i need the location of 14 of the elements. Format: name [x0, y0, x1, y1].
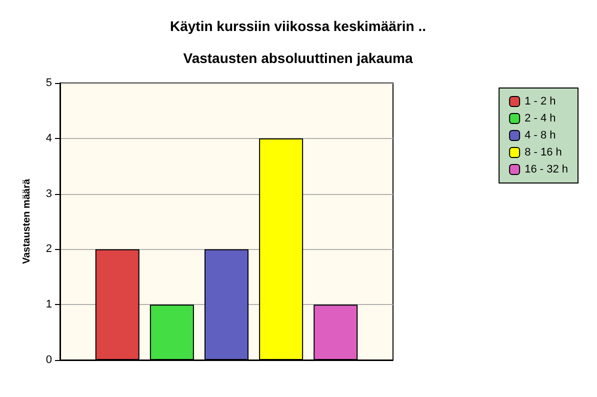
y-tick-label: 2	[46, 243, 52, 256]
y-tick-label: 5	[46, 77, 52, 89]
legend-label: 1 - 2 h	[524, 96, 556, 108]
chart-title: Käytin kurssiin viikossa keskimäärin ..	[170, 18, 426, 34]
y-tick-label: 0	[46, 354, 52, 366]
chart-subtitle: Vastausten absoluuttinen jakauma	[183, 50, 413, 66]
y-tick-label: 4	[46, 132, 52, 144]
legend-label: 8 - 16 h	[524, 146, 562, 158]
y-axis-title: Vastausten määrä	[22, 178, 32, 264]
legend-label: 4 - 8 h	[524, 130, 556, 142]
legend-label: 2 - 4 h	[524, 112, 556, 124]
y-tick-label: 3	[46, 188, 52, 200]
y-tick-label: 1	[46, 298, 52, 311]
legend-label: 16 - 32 h	[524, 164, 568, 176]
